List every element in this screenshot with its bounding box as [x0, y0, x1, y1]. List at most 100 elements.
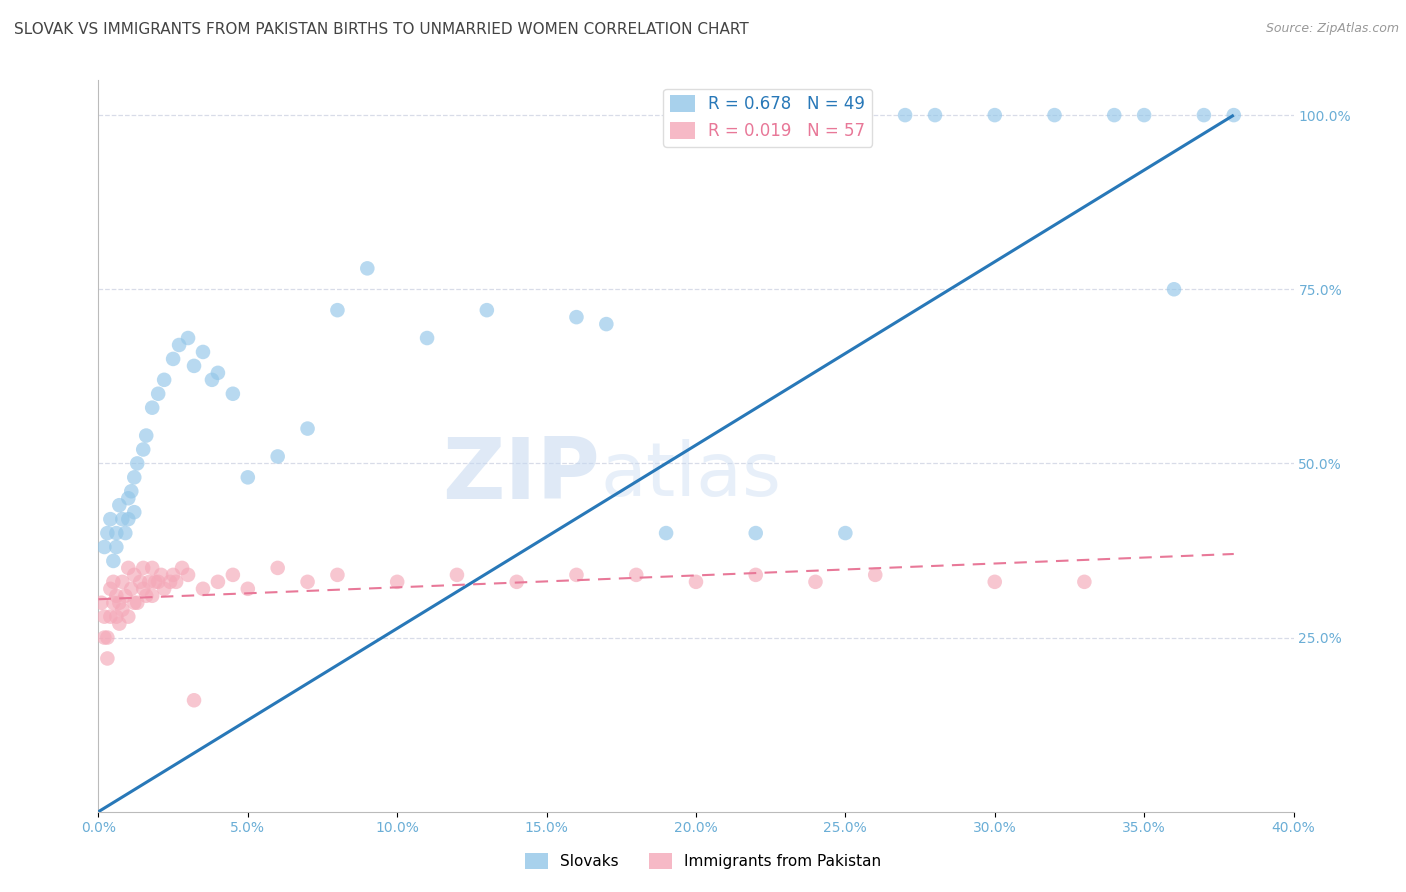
Point: [1133, 108, 1156, 122]
Point: [114, 526, 136, 541]
Point: [506, 574, 529, 589]
Point: [96, 651, 118, 665]
Point: [124, 470, 146, 484]
Point: [222, 567, 245, 582]
Point: [162, 351, 184, 366]
Point: [93, 631, 115, 645]
Point: [143, 574, 166, 589]
Text: Source: ZipAtlas.com: Source: ZipAtlas.com: [1265, 22, 1399, 36]
Point: [326, 567, 349, 582]
Point: [191, 582, 214, 596]
Point: [120, 582, 142, 596]
Point: [141, 401, 163, 415]
Point: [132, 561, 155, 575]
Point: [984, 108, 1007, 122]
Point: [111, 574, 134, 589]
Point: [150, 567, 173, 582]
Point: [924, 108, 946, 122]
Point: [1223, 108, 1246, 122]
Point: [105, 589, 128, 603]
Point: [108, 616, 131, 631]
Point: [90, 596, 112, 610]
Point: [183, 359, 205, 373]
Text: SLOVAK VS IMMIGRANTS FROM PAKISTAN BIRTHS TO UNMARRIED WOMEN CORRELATION CHART: SLOVAK VS IMMIGRANTS FROM PAKISTAN BIRTH…: [14, 22, 749, 37]
Point: [177, 567, 200, 582]
Point: [105, 526, 128, 541]
Point: [135, 428, 157, 442]
Point: [183, 693, 205, 707]
Legend: Slovaks, Immigrants from Pakistan: Slovaks, Immigrants from Pakistan: [519, 847, 887, 875]
Point: [1043, 108, 1066, 122]
Point: [162, 567, 184, 582]
Point: [1192, 108, 1215, 122]
Point: [595, 317, 617, 331]
Point: [745, 567, 768, 582]
Point: [655, 526, 678, 541]
Point: [172, 561, 194, 575]
Point: [207, 366, 229, 380]
Point: [804, 574, 827, 589]
Point: [114, 589, 136, 603]
Point: [96, 526, 118, 541]
Point: [626, 567, 648, 582]
Point: [129, 574, 152, 589]
Point: [984, 574, 1007, 589]
Point: [167, 338, 190, 352]
Point: [135, 589, 157, 603]
Legend: R = 0.678   N = 49, R = 0.019   N = 57: R = 0.678 N = 49, R = 0.019 N = 57: [664, 88, 872, 146]
Point: [385, 574, 409, 589]
Point: [111, 603, 134, 617]
Point: [565, 567, 588, 582]
Point: [191, 345, 214, 359]
Point: [138, 574, 160, 589]
Point: [326, 303, 349, 318]
Point: [745, 526, 768, 541]
Point: [93, 609, 115, 624]
Point: [1104, 108, 1126, 122]
Point: [267, 561, 290, 575]
Point: [124, 505, 146, 519]
Point: [416, 331, 439, 345]
Point: [132, 582, 155, 596]
Point: [1163, 282, 1185, 296]
Point: [127, 457, 149, 471]
Point: [165, 574, 187, 589]
Point: [207, 574, 229, 589]
Point: [201, 373, 224, 387]
Point: [117, 609, 139, 624]
Point: [475, 303, 498, 318]
Point: [120, 484, 142, 499]
Point: [103, 596, 125, 610]
Point: [132, 442, 155, 457]
Point: [100, 609, 122, 624]
Point: [148, 386, 170, 401]
Point: [565, 310, 588, 325]
Point: [236, 582, 259, 596]
Point: [127, 596, 149, 610]
Point: [100, 582, 122, 596]
Point: [148, 574, 170, 589]
Point: [297, 574, 319, 589]
Point: [111, 512, 134, 526]
Point: [685, 574, 707, 589]
Point: [1073, 574, 1095, 589]
Point: [105, 540, 128, 554]
Point: [177, 331, 200, 345]
Point: [108, 498, 131, 512]
Point: [100, 512, 122, 526]
Point: [356, 261, 378, 276]
Point: [297, 421, 319, 435]
Point: [103, 554, 125, 568]
Point: [93, 540, 115, 554]
Point: [117, 512, 139, 526]
Point: [446, 567, 468, 582]
Point: [96, 631, 118, 645]
Point: [108, 596, 131, 610]
Point: [141, 561, 163, 575]
Text: atlas: atlas: [600, 439, 782, 512]
Point: [894, 108, 917, 122]
Point: [159, 574, 181, 589]
Point: [236, 470, 259, 484]
Point: [834, 526, 856, 541]
Point: [153, 373, 176, 387]
